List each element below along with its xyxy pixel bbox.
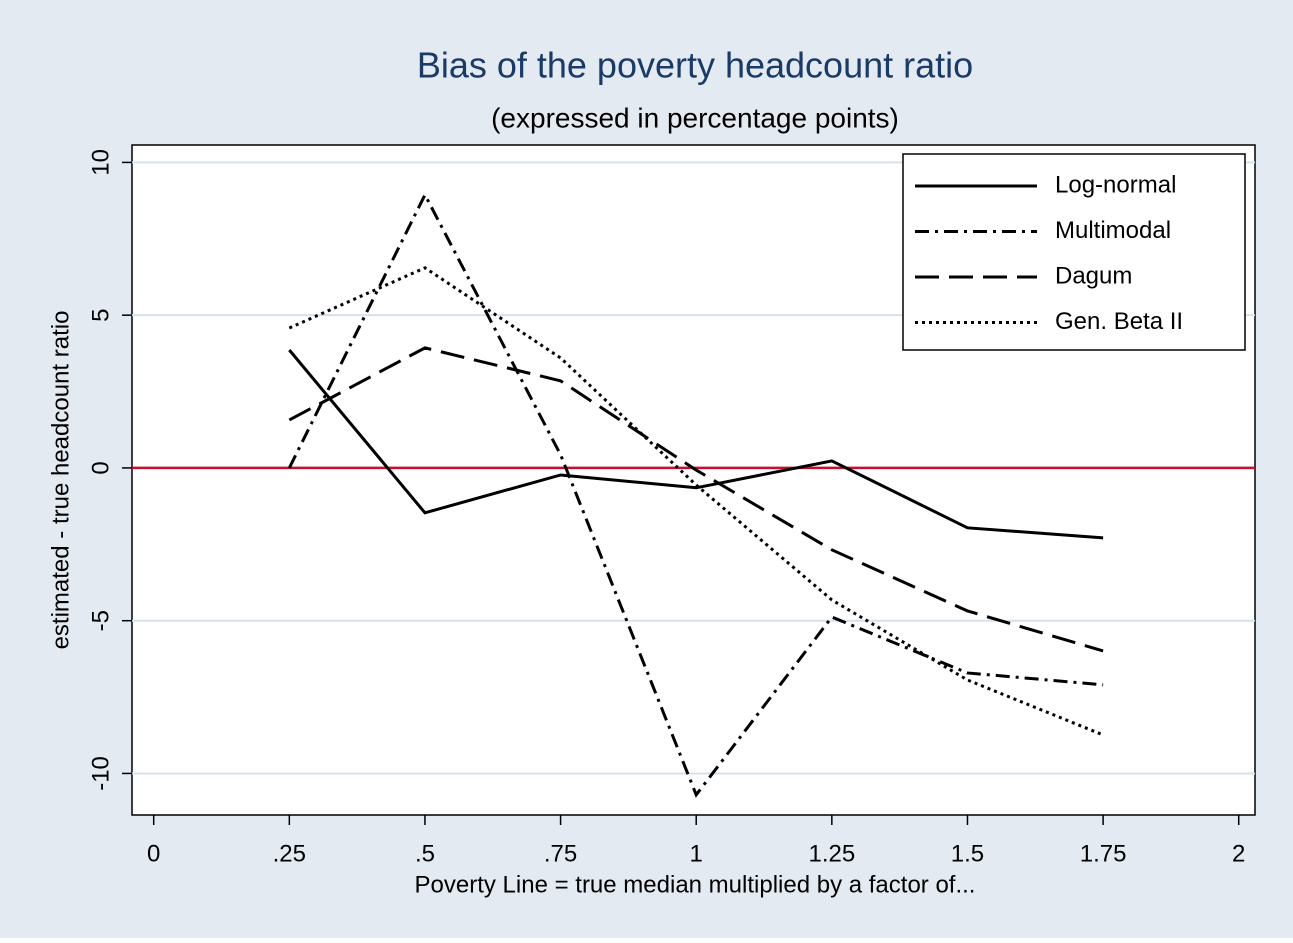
x-tick-label: .25 (273, 840, 306, 867)
x-tick-label: .75 (544, 840, 577, 867)
x-tick-label: 1.75 (1080, 840, 1127, 867)
x-tick-label: 1.25 (808, 840, 855, 867)
x-tick-label: 0 (147, 840, 160, 867)
y-tick-label: -10 (87, 756, 114, 791)
series-line (288, 266, 1104, 737)
x-tick-label: 1.5 (951, 840, 984, 867)
series-line (288, 346, 1104, 653)
y-tick-label: 10 (87, 149, 114, 176)
x-tick-label: 1 (690, 840, 703, 867)
chart-subtitle: (expressed in percentage points) (491, 102, 899, 133)
legend-label: Log-normal (1055, 171, 1176, 198)
y-axis-label: estimated - true headcount ratio (47, 311, 74, 650)
y-tick-label: 5 (87, 308, 114, 321)
y-tick-label: 0 (87, 461, 114, 474)
legend-label: Multimodal (1055, 217, 1171, 244)
legend-label: Dagum (1055, 262, 1132, 289)
chart-title: Bias of the poverty headcount ratio (417, 45, 973, 86)
x-tick-label: 2 (1232, 840, 1245, 867)
series-line (288, 349, 1104, 540)
x-axis-label: Poverty Line = true median multiplied by… (415, 871, 976, 898)
x-tick-label: .5 (415, 840, 435, 867)
y-tick-label: -5 (87, 610, 114, 631)
legend-label: Gen. Beta II (1055, 308, 1183, 335)
series-line (287, 191, 1104, 798)
